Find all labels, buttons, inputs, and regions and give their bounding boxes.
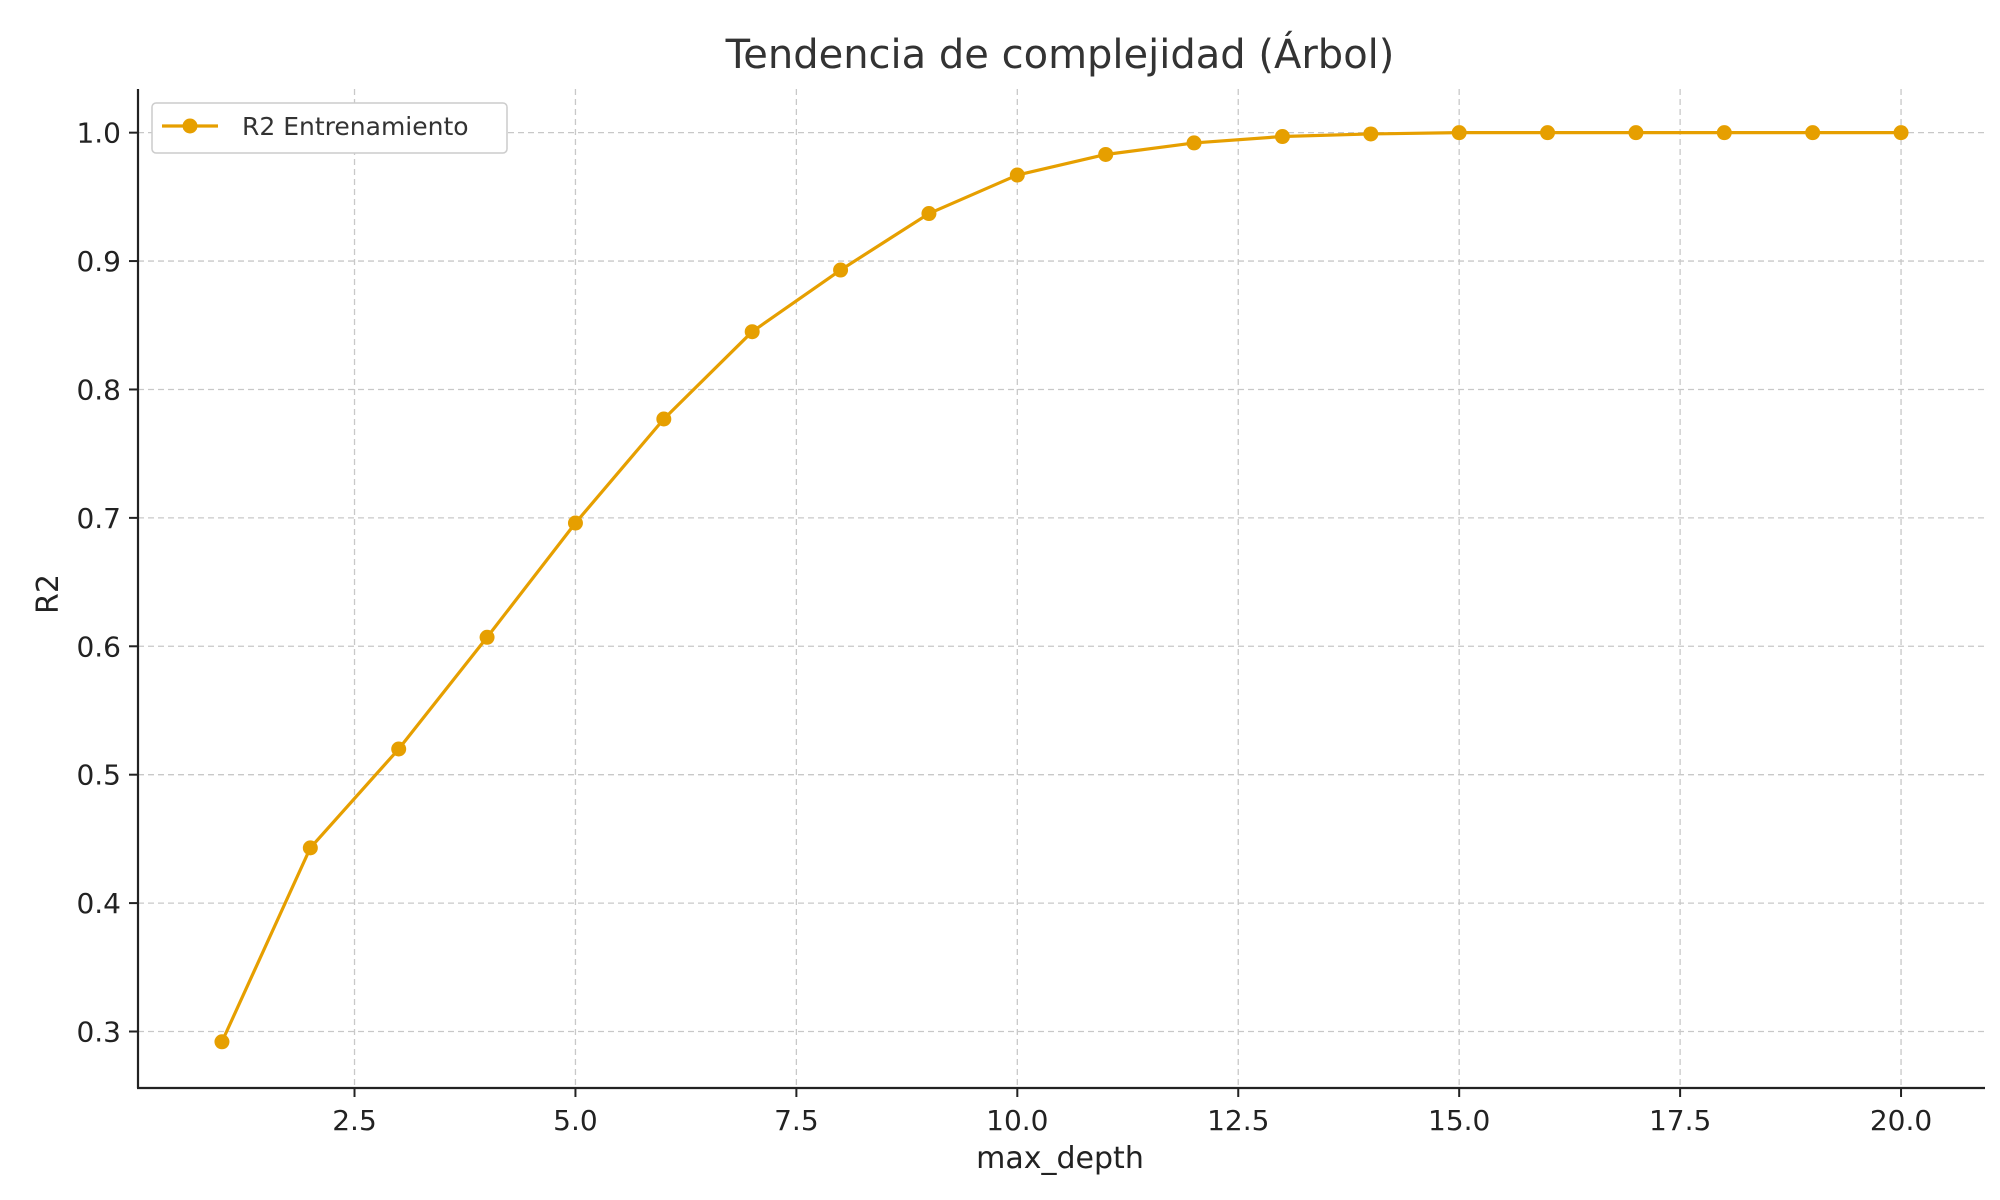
data-point <box>1098 146 1114 162</box>
legend-point-marker <box>182 118 198 134</box>
legend: R2 Entrenamiento <box>151 102 508 154</box>
chart-title: Tendencia de complejidad (Árbol) <box>725 30 1395 78</box>
data-point <box>1363 126 1379 142</box>
data-point <box>1186 135 1202 151</box>
data-point <box>1274 129 1290 145</box>
data-point <box>391 741 407 757</box>
x-tick-label: 10.0 <box>986 1104 1048 1137</box>
axes <box>136 89 1985 1090</box>
data-point <box>1451 125 1467 141</box>
data-point <box>1009 167 1025 183</box>
y-tick-label: 0.3 <box>76 1016 121 1049</box>
x-tick-label: 7.5 <box>774 1104 819 1137</box>
y-tick-label: 0.6 <box>76 630 121 663</box>
series-line <box>220 131 1902 1043</box>
x-tick-label: 17.5 <box>1649 1104 1711 1137</box>
y-axis-label: R2 <box>31 574 66 614</box>
x-tick-label: 5.0 <box>553 1104 598 1137</box>
y-tick-label: 0.9 <box>76 245 121 278</box>
series-layer <box>214 125 1909 1050</box>
legend-box <box>151 102 508 154</box>
x-ticks: 2.5 5.0 7.5 10.0 12.5 15.0 17.5 20.0 <box>332 1088 1932 1137</box>
y-tick-label: 0.8 <box>76 373 121 406</box>
data-point <box>214 1034 230 1050</box>
grid <box>138 89 1985 1088</box>
data-point <box>833 262 849 278</box>
x-tick-label: 15.0 <box>1428 1104 1490 1137</box>
data-point <box>1716 125 1732 141</box>
x-axis-label: max_depth <box>976 1141 1144 1176</box>
y-tick-label: 0.5 <box>76 759 121 792</box>
data-point <box>1893 125 1909 141</box>
y-ticks: 0.3 0.4 0.5 0.6 0.7 0.8 0.9 1.0 <box>76 117 138 1049</box>
x-tick-label: 20.0 <box>1870 1104 1932 1137</box>
data-point <box>744 324 760 340</box>
data-point <box>1540 125 1556 141</box>
data-point <box>479 629 495 645</box>
data-point <box>656 411 672 427</box>
data-point <box>302 840 318 856</box>
data-point <box>567 515 583 531</box>
y-tick-label: 1.0 <box>76 117 121 150</box>
y-tick-label: 0.7 <box>76 502 121 535</box>
data-point <box>1805 125 1821 141</box>
x-tick-label: 2.5 <box>332 1104 377 1137</box>
x-tick-label: 12.5 <box>1207 1104 1269 1137</box>
legend-label: R2 Entrenamiento <box>242 112 469 141</box>
y-tick-label: 0.4 <box>76 887 121 920</box>
data-point <box>921 206 937 222</box>
series-1 <box>214 125 1909 1050</box>
data-point <box>1628 125 1644 141</box>
